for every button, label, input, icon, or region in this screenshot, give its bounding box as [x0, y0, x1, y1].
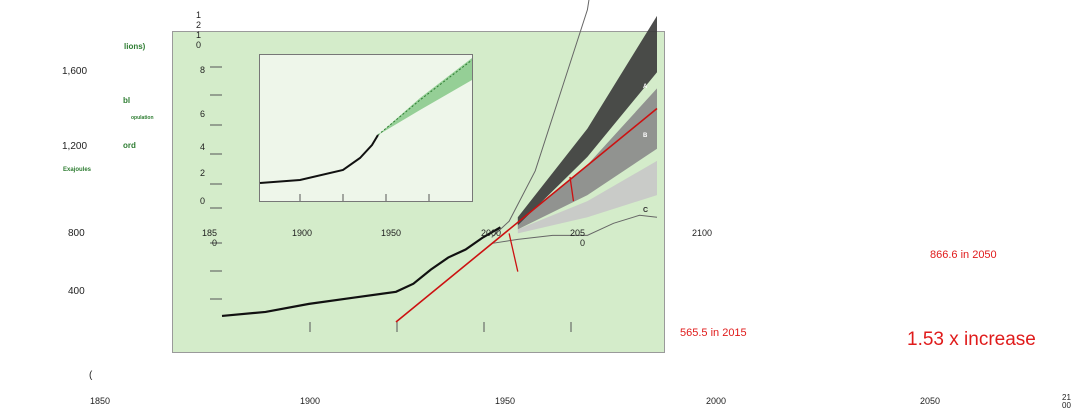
- inset-historical-line: [259, 134, 379, 184]
- inner-y-tick: 0: [200, 196, 206, 206]
- inner-x-tick: 205 0: [570, 228, 586, 248]
- outer-x-tick: 1950: [495, 396, 516, 406]
- scenario-label-c: C: [643, 207, 649, 214]
- inner-y-tick: 4: [200, 142, 206, 152]
- annotation-increase: 1.53 x increase: [907, 329, 1036, 350]
- inner-y-tick: 8: [200, 65, 206, 75]
- outer-y-tick: 1,200: [62, 141, 88, 152]
- marker-2015: [508, 233, 519, 272]
- inner-x-tick: 2000: [481, 228, 502, 238]
- scenario-fan-a: [517, 15, 657, 226]
- scenario-label-b: B: [643, 133, 648, 139]
- historical-line: [221, 226, 501, 318]
- scenario-label-a: A: [643, 84, 648, 90]
- outer-y-tick: 800: [68, 228, 85, 239]
- inner-x-tick: 1950: [381, 228, 402, 238]
- trend-line: [395, 107, 658, 323]
- inset-panel: [259, 54, 473, 202]
- inner-y-tick: 6: [200, 109, 206, 119]
- outer-x-tick: 2000: [706, 396, 727, 406]
- inner-x-tick: 2100: [692, 228, 713, 238]
- envelope-lower-line: [491, 214, 658, 244]
- outer-x-tick: 2050: [920, 396, 941, 406]
- ylabel-fragment: opulation: [131, 115, 154, 121]
- inner-x-tick: 1900: [292, 228, 313, 238]
- inner-x-tick: 185 0: [202, 228, 218, 248]
- marker-2050: [569, 176, 575, 202]
- ylabel-fragment: ord: [123, 141, 136, 150]
- outer-x-tick: 1850: [90, 396, 111, 406]
- ylabel-fragment: lions): [124, 42, 146, 51]
- scenario-fan-c: [517, 160, 657, 234]
- outer-y-tick: 400: [68, 286, 85, 297]
- outer-x-tick: 1900: [300, 396, 321, 406]
- annotation-2015: 565.5 in 2015: [680, 327, 747, 339]
- ylabel-fragment: Exajoules: [63, 167, 92, 173]
- outer-x-tick: 21 00: [1062, 393, 1071, 410]
- inner-y-tick: 1 2 1 0: [196, 10, 202, 50]
- inner-y-tick: 2: [200, 168, 206, 178]
- outer-paren: (: [89, 370, 93, 381]
- envelope-upper-line: [491, 0, 590, 238]
- annotation-2050: 866.6 in 2050: [930, 249, 997, 261]
- ylabel-fragment: bl: [123, 96, 131, 105]
- outer-y-tick: 1,600: [62, 66, 88, 77]
